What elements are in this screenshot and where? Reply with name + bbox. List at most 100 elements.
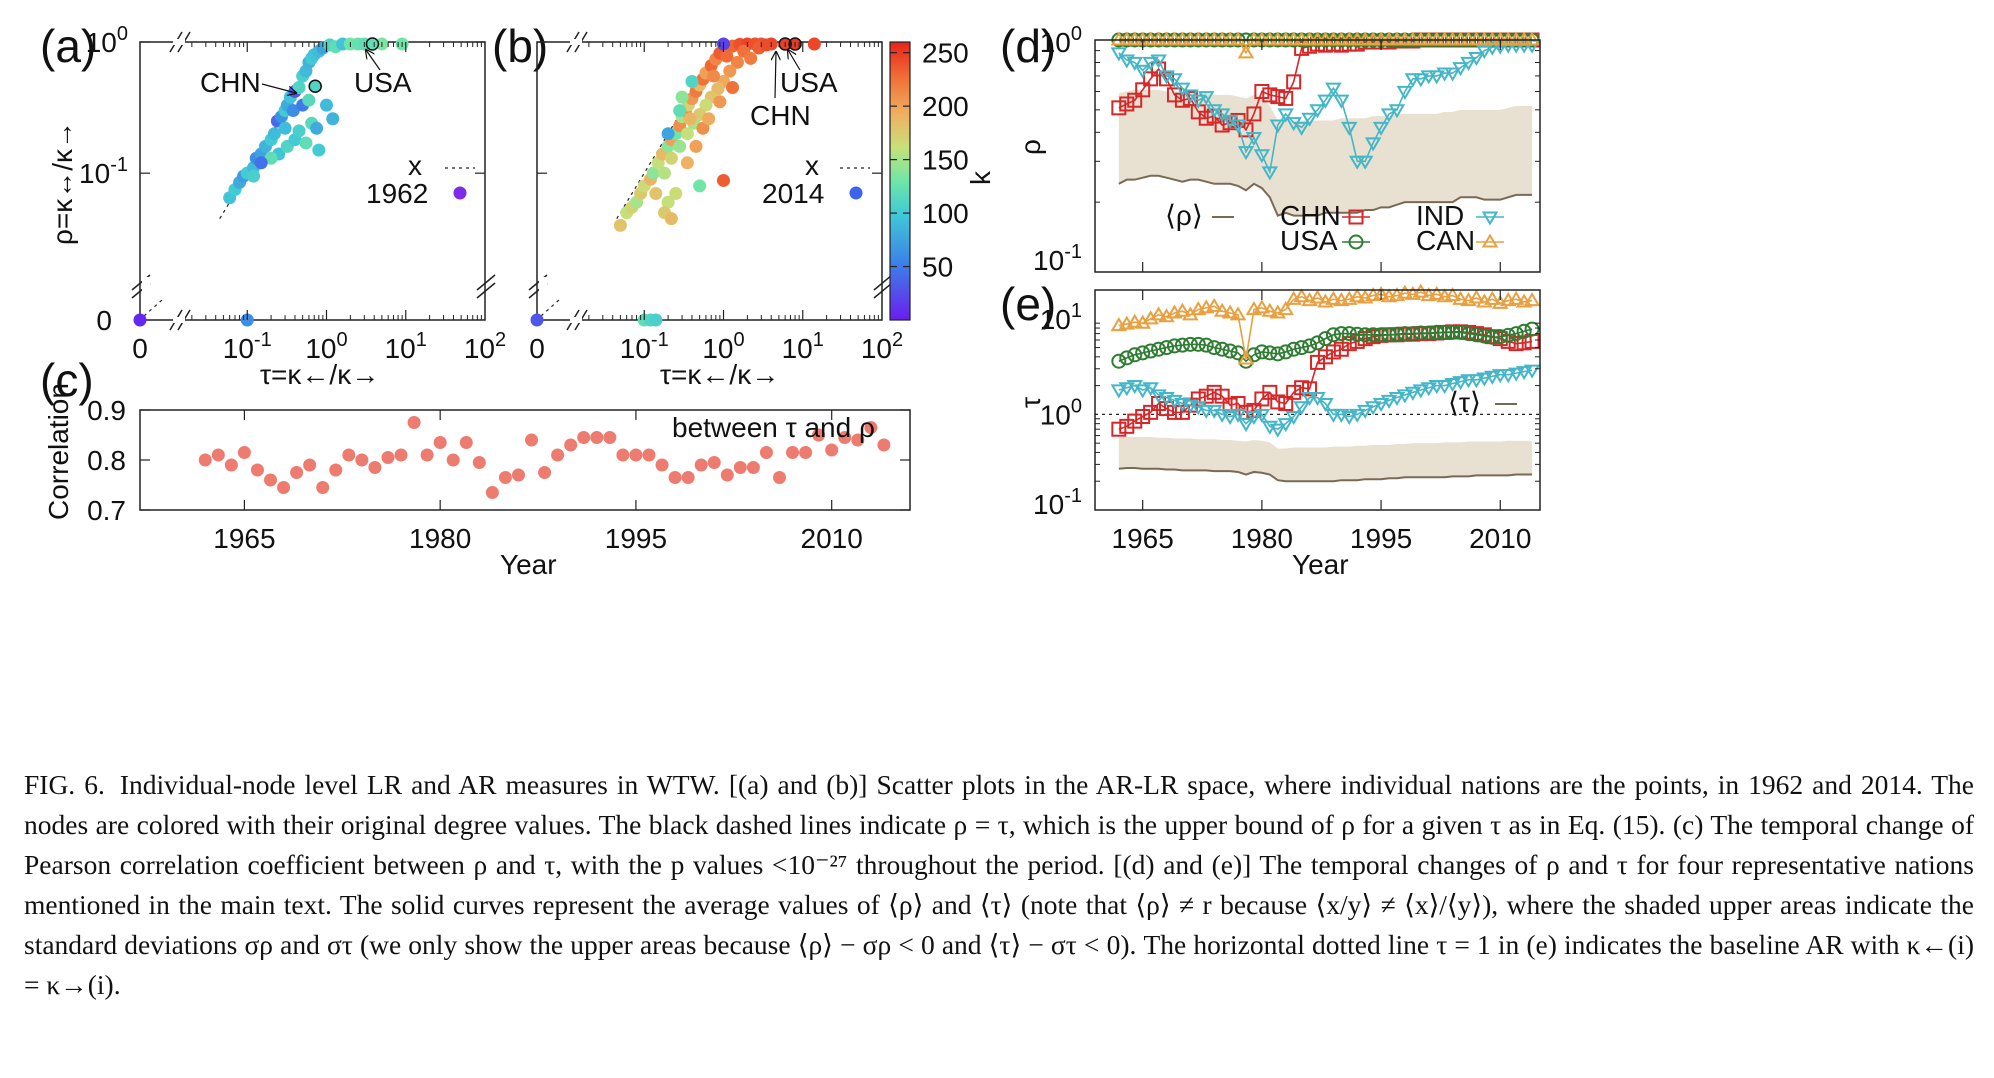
series-marker (1301, 31, 1318, 46)
series-marker (1286, 384, 1302, 400)
x-tick-label: 10-1 (620, 329, 669, 364)
panel-e-ticks: 101 100 10-1 1965 1980 1995 2010 (1033, 289, 1540, 554)
x-tick-label: 1995 (1350, 523, 1412, 554)
data-point (807, 37, 821, 51)
panel-d-frame (1094, 39, 1541, 273)
series-marker (1174, 337, 1190, 353)
series-marker (1135, 409, 1151, 425)
series-usa (1111, 321, 1540, 369)
x-tick-label: 1980 (409, 523, 471, 554)
data-point (613, 218, 627, 232)
colorbar-tick-label: 50 (922, 252, 953, 283)
y-tick-label: 10-1 (1033, 241, 1082, 276)
series-marker (1476, 328, 1492, 344)
series-marker (1159, 340, 1175, 356)
correlation-point (198, 453, 212, 467)
data-point (649, 186, 663, 200)
series-marker (1278, 90, 1294, 106)
series-marker (1119, 418, 1135, 434)
series-marker (1285, 31, 1302, 46)
data-point (673, 139, 687, 153)
series-marker (1499, 31, 1517, 46)
series-marker (1214, 388, 1230, 404)
correlation-point (498, 471, 512, 484)
sd-band (1118, 437, 1533, 482)
series-marker (1143, 404, 1159, 420)
axis-break-gap (173, 317, 185, 323)
axis-break-gap (539, 277, 547, 291)
correlation-point (264, 473, 278, 487)
series-marker (1341, 336, 1357, 352)
series-marker (1364, 137, 1382, 152)
highlight-ring (308, 79, 322, 93)
data-point (661, 127, 675, 141)
series-marker (1515, 366, 1533, 381)
series-marker (1333, 31, 1350, 46)
series-marker (1245, 131, 1263, 146)
data-point (730, 55, 744, 69)
series-marker (1388, 104, 1406, 119)
data-point (702, 112, 716, 126)
panel-b-annot-usa: USA (780, 67, 838, 98)
series-marker (1357, 331, 1373, 347)
correlation-point (799, 446, 813, 459)
series-ind (1110, 39, 1541, 181)
panel-a-annot-chn: CHN (200, 67, 261, 98)
correlation-point (420, 448, 434, 462)
panel-b-annot-chn: CHN (750, 100, 811, 131)
panel-c: (c) 1965 1980 1995 2010 0.7 0.8 0.9 between τ … (40, 354, 911, 580)
series-marker (1515, 31, 1533, 46)
series-marker (1190, 94, 1207, 109)
panel-a-ticks: 0 10-1 100 101 102 100 10-1 0 (79, 23, 506, 364)
series-marker (1158, 31, 1175, 46)
series-marker (1484, 290, 1501, 305)
series-marker (1198, 110, 1214, 126)
series-marker (1428, 380, 1445, 395)
series-marker (1166, 73, 1183, 88)
colorbar-tick-label: 150 (922, 145, 969, 176)
series-marker (1294, 340, 1310, 356)
series-marker (1278, 344, 1294, 360)
series-marker (1213, 302, 1231, 317)
series-marker (1229, 119, 1247, 134)
series-marker (1348, 408, 1366, 423)
data-point (661, 195, 675, 209)
series-marker (1421, 325, 1437, 341)
series-marker (1325, 327, 1341, 343)
correlation-point (224, 458, 238, 472)
panel-a-axis-breaks (131, 31, 496, 331)
data-point (675, 90, 689, 104)
data-point (693, 179, 707, 193)
series-marker (1261, 166, 1279, 181)
series-marker (1317, 331, 1333, 347)
series-marker (1356, 155, 1374, 170)
series-marker (1507, 367, 1525, 382)
caption-label: FIG. 6. (24, 769, 105, 800)
series-marker (1262, 345, 1278, 361)
correlation-point (237, 446, 251, 459)
figure-canvas: (a) 0 10-1 100 101 102 100 10-1 0 τ=κ←/κ→ ρ=κ↔/… (40, 20, 1541, 580)
series-marker (1301, 392, 1318, 407)
series-marker (1111, 100, 1127, 116)
series-marker (1364, 31, 1382, 46)
panel-a-legend-x: x (408, 150, 422, 181)
axis-break-mark (476, 274, 496, 291)
panel-e-label: (e) (1000, 278, 1056, 330)
series-marker (1476, 45, 1493, 60)
series-marker (1237, 418, 1255, 433)
x-tick-label: 102 (464, 329, 506, 364)
series-marker (1309, 31, 1326, 46)
series-marker (1278, 395, 1294, 411)
series-marker (1420, 382, 1437, 397)
panel-b-label: (b) (492, 20, 548, 72)
series-marker (1126, 31, 1143, 46)
series-marker (1357, 327, 1373, 343)
series-marker (1420, 31, 1437, 46)
series-marker (1413, 325, 1429, 341)
series-marker (1277, 31, 1294, 46)
series-marker (1317, 397, 1334, 412)
series-marker (1229, 31, 1247, 46)
correlation-point (642, 448, 656, 462)
series-marker (1151, 341, 1167, 357)
correlation-point (746, 461, 760, 474)
